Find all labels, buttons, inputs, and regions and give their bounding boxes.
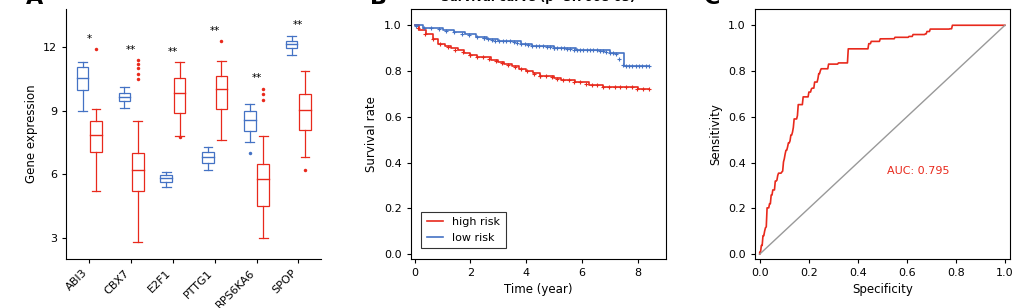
high risk: [451, 49, 464, 52]
high risk: [554, 78, 567, 82]
Bar: [215, 76, 227, 109]
Bar: [173, 78, 185, 113]
Bar: [160, 175, 172, 181]
high risk: [432, 42, 444, 45]
Text: A: A: [25, 0, 43, 8]
high risk: [444, 46, 457, 50]
high risk: [457, 51, 469, 55]
high risk: [596, 85, 608, 89]
high risk: [603, 85, 615, 89]
Text: **: **: [209, 26, 220, 36]
high risk: [513, 67, 525, 71]
low risk: [492, 39, 504, 43]
high risk: [610, 85, 623, 89]
Text: **: **: [126, 45, 137, 55]
high risk: [439, 44, 451, 48]
low risk: [642, 65, 654, 68]
high risk: [478, 55, 490, 59]
Text: *: *: [87, 34, 92, 44]
low risk: [608, 51, 621, 55]
low risk: [631, 65, 643, 68]
low risk: [428, 26, 440, 29]
high risk: [642, 87, 654, 91]
high risk: [631, 87, 643, 91]
low risk: [447, 30, 460, 34]
high risk: [426, 37, 438, 41]
Title: Survival curve (p=3.766e-03): Survival curve (p=3.766e-03): [440, 0, 635, 4]
Bar: [299, 94, 311, 130]
low risk: [603, 51, 615, 55]
high risk: [409, 23, 421, 27]
high risk: [561, 78, 574, 82]
Text: **: **: [251, 73, 261, 83]
low risk: [502, 39, 515, 43]
Bar: [118, 93, 130, 101]
high risk: [582, 83, 594, 87]
high risk: [618, 85, 630, 89]
low risk: [592, 49, 604, 52]
Y-axis label: Gene expression: Gene expression: [24, 85, 38, 183]
low risk: [481, 37, 493, 41]
low risk: [626, 65, 638, 68]
Bar: [244, 111, 256, 131]
high risk: [492, 60, 504, 64]
Bar: [257, 164, 269, 206]
high risk: [464, 53, 476, 57]
low risk: [436, 28, 448, 32]
Text: **: **: [292, 20, 303, 30]
low risk: [470, 35, 482, 38]
low risk: [637, 65, 649, 68]
Text: B: B: [370, 0, 386, 8]
Bar: [202, 152, 214, 163]
Bar: [285, 41, 298, 48]
low risk: [547, 46, 559, 50]
Y-axis label: Sensitivity: Sensitivity: [709, 103, 721, 165]
high risk: [420, 33, 432, 36]
high risk: [569, 81, 581, 84]
low risk: [525, 44, 537, 48]
low risk: [581, 49, 593, 52]
high risk: [471, 55, 483, 59]
low risk: [409, 23, 421, 27]
high risk: [534, 74, 546, 78]
X-axis label: Specificity: Specificity: [851, 283, 912, 296]
low risk: [618, 65, 630, 68]
Bar: [76, 67, 89, 90]
low risk: [536, 44, 548, 48]
Text: **: **: [167, 47, 178, 57]
high risk: [485, 58, 497, 61]
high risk: [547, 76, 559, 80]
high risk: [540, 74, 552, 78]
low risk: [514, 42, 526, 45]
Line: high risk: high risk: [415, 25, 648, 89]
high risk: [497, 62, 510, 66]
high risk: [624, 85, 636, 89]
high risk: [520, 69, 532, 73]
low risk: [570, 49, 582, 52]
Text: AUC: 0.795: AUC: 0.795: [887, 166, 949, 176]
X-axis label: Time (year): Time (year): [503, 283, 572, 296]
Bar: [90, 121, 102, 152]
high risk: [589, 83, 601, 87]
Line: low risk: low risk: [415, 25, 648, 67]
high risk: [505, 65, 518, 68]
high risk: [527, 71, 539, 75]
low risk: [558, 46, 571, 50]
Text: C: C: [703, 0, 719, 8]
high risk: [413, 28, 425, 32]
high risk: [576, 81, 588, 84]
Y-axis label: Survival rate: Survival rate: [365, 96, 378, 172]
low risk: [417, 26, 429, 29]
low risk: [459, 33, 471, 36]
Legend: high risk, low risk: high risk, low risk: [421, 212, 505, 248]
Bar: [131, 153, 144, 191]
